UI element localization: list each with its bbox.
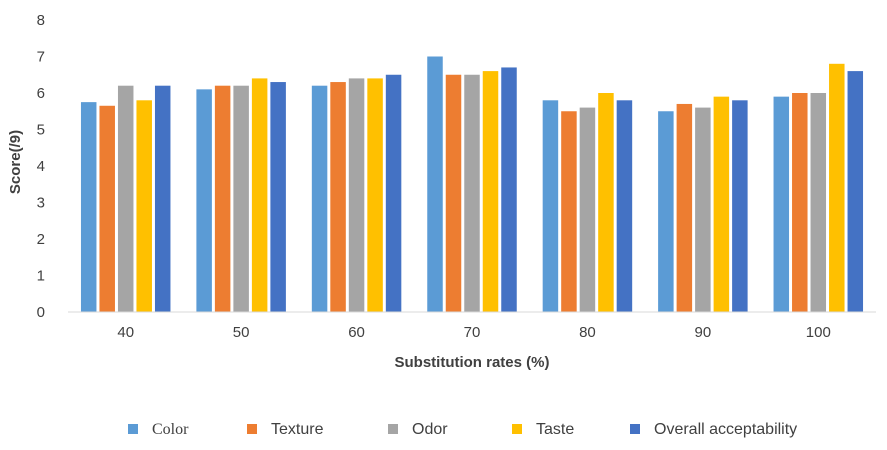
bar-100-odor — [810, 93, 827, 312]
bar-90-taste — [713, 96, 730, 313]
bar-80-odor — [579, 107, 596, 312]
y-tick-label: 0 — [37, 304, 45, 321]
bar-50-taste — [251, 78, 268, 313]
x-tick-label: 50 — [233, 324, 250, 341]
bar-100-texture — [792, 93, 808, 312]
y-axis-title: Score(/9) — [7, 130, 24, 194]
bar-50-overall-acceptability — [270, 82, 286, 312]
bar-80-taste — [598, 93, 614, 312]
bar-60-odor — [348, 78, 365, 313]
legend-swatch-overall-acceptability — [630, 424, 640, 434]
legend-label-odor: Odor — [412, 421, 448, 438]
bar-90-overall-acceptability — [732, 100, 748, 312]
bar-50-texture — [214, 85, 231, 312]
x-axis-title: Substitution rates (%) — [394, 354, 549, 371]
x-tick-label: 100 — [806, 324, 831, 341]
y-axis-ticks: 0 1 2 3 4 5 6 7 8 — [37, 12, 45, 321]
y-tick-label: 5 — [37, 122, 45, 139]
bar-60-taste — [367, 78, 383, 313]
y-tick-label: 2 — [37, 231, 45, 248]
legend-label-taste: Taste — [536, 421, 574, 438]
legend-label-overall-acceptability: Overall acceptability — [654, 421, 797, 438]
legend: Color Texture Odor Taste Overall acceptabili… — [128, 421, 797, 438]
bar-90-color — [658, 111, 674, 312]
bar-80-color — [542, 100, 559, 312]
bar-90-texture — [676, 103, 693, 312]
x-tick-label: 90 — [695, 324, 712, 341]
bar-70-color — [427, 56, 443, 312]
x-tick-label: 60 — [348, 324, 365, 341]
bar-80-texture — [561, 111, 577, 312]
bar-40-color — [80, 102, 97, 313]
bar-80-overall-acceptability — [616, 100, 633, 312]
bar-70-overall-acceptability — [501, 67, 517, 312]
y-tick-label: 3 — [37, 195, 45, 212]
y-tick-label: 1 — [37, 268, 45, 285]
bar-100-overall-acceptability — [847, 71, 864, 312]
legend-swatch-color — [128, 424, 138, 434]
bar-50-odor — [233, 85, 249, 312]
bar-70-texture — [445, 74, 462, 312]
bar-50-color — [196, 89, 212, 312]
bar-60-texture — [330, 82, 346, 312]
y-tick-label: 6 — [37, 85, 45, 102]
legend-label-color: Color — [152, 421, 189, 438]
legend-swatch-odor — [388, 424, 398, 434]
bar-40-overall-acceptability — [154, 85, 171, 312]
x-axis-ticks: 40 50 60 70 80 90 100 — [117, 324, 830, 341]
legend-label-texture: Texture — [271, 421, 324, 438]
bar-60-color — [311, 85, 328, 312]
y-tick-label: 4 — [37, 158, 45, 175]
legend-swatch-taste — [512, 424, 522, 434]
bar-70-odor — [464, 74, 480, 312]
bar-40-taste — [136, 100, 152, 312]
bar-100-taste — [829, 63, 845, 312]
bar-100-color — [773, 96, 790, 313]
x-tick-label: 40 — [117, 324, 134, 341]
x-tick-label: 70 — [464, 324, 481, 341]
bars — [80, 56, 864, 313]
bar-40-odor — [117, 85, 134, 312]
bar-40-texture — [99, 105, 115, 313]
bar-70-taste — [482, 71, 499, 312]
y-tick-label: 8 — [37, 12, 45, 29]
legend-swatch-texture — [247, 424, 257, 434]
bar-60-overall-acceptability — [385, 74, 402, 312]
bar-90-odor — [695, 107, 711, 312]
y-tick-label: 7 — [37, 49, 45, 66]
x-tick-label: 80 — [579, 324, 596, 341]
